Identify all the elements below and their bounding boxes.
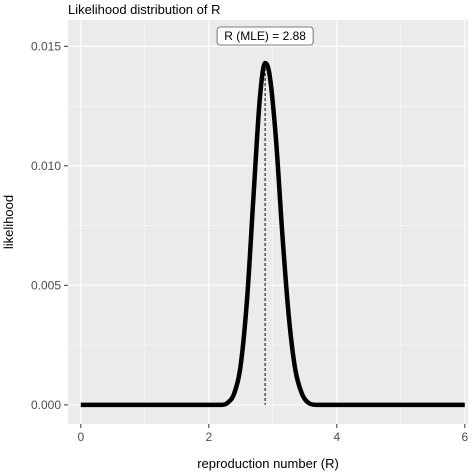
x-tick-label: 2	[205, 430, 212, 444]
y-axis-label: likelihood	[1, 195, 16, 249]
tick-labels: 0 2 4 6 0.000 0.005 0.010 0.015	[31, 39, 468, 444]
y-tick-label: 0.010	[31, 159, 61, 173]
x-axis-label: reproduction number (R)	[197, 456, 339, 471]
mle-label-box	[216, 26, 314, 46]
axis-ticks	[64, 45, 466, 428]
mle-label: R (MLE) = 2.88	[224, 29, 306, 43]
y-tick-label: 0.005	[31, 278, 61, 292]
x-tick-label: 0	[77, 430, 84, 444]
mle-annotation: R (MLE) = 2.88	[216, 26, 314, 46]
y-tick-label: 0.015	[31, 39, 61, 53]
x-tick-label: 4	[333, 430, 340, 444]
chart-title: Likelihood distribution of R	[68, 2, 220, 17]
series-likelihood-line	[80, 60, 465, 408]
y-tick-label: 0.000	[31, 398, 61, 412]
plot-panel	[68, 20, 468, 424]
x-tick-label: 6	[461, 430, 468, 444]
